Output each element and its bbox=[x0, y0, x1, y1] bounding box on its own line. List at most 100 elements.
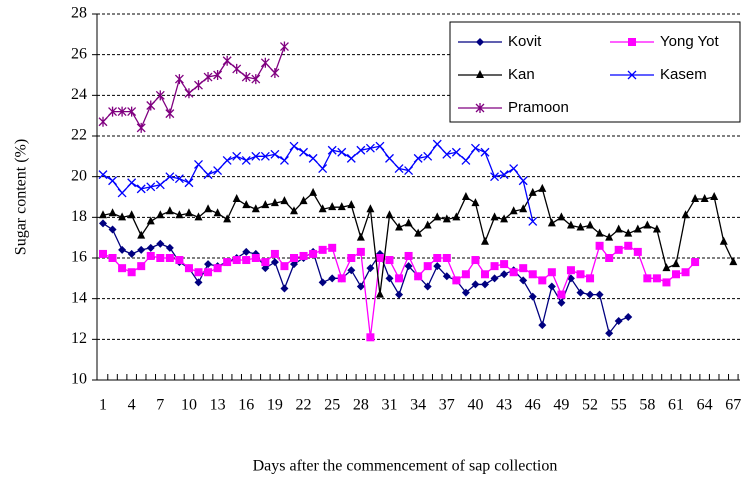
marker bbox=[729, 257, 738, 266]
marker bbox=[500, 214, 509, 223]
marker bbox=[471, 280, 480, 289]
marker bbox=[576, 222, 585, 231]
marker bbox=[490, 274, 499, 283]
marker bbox=[624, 312, 633, 321]
marker bbox=[366, 333, 375, 342]
marker bbox=[461, 270, 470, 279]
marker bbox=[146, 251, 155, 260]
marker bbox=[318, 278, 327, 287]
marker bbox=[223, 214, 232, 223]
marker bbox=[99, 219, 107, 228]
marker bbox=[309, 249, 318, 258]
marker bbox=[538, 321, 547, 330]
marker bbox=[156, 254, 165, 262]
marker bbox=[481, 236, 489, 245]
marker bbox=[475, 103, 485, 113]
marker bbox=[461, 288, 470, 297]
marker bbox=[165, 206, 174, 215]
legend-label: Pramoon bbox=[508, 99, 569, 116]
marker bbox=[509, 268, 518, 277]
y-tick-label: 12 bbox=[71, 330, 87, 347]
marker bbox=[566, 220, 575, 229]
marker bbox=[519, 264, 528, 273]
marker bbox=[605, 254, 614, 262]
marker bbox=[347, 266, 356, 275]
marker bbox=[652, 224, 661, 233]
marker bbox=[99, 210, 107, 219]
marker bbox=[108, 225, 117, 234]
marker bbox=[261, 200, 270, 209]
marker bbox=[280, 196, 289, 205]
legend: Kovit Yong Yot Kan Kasem Pramoon bbox=[449, 21, 741, 123]
marker bbox=[251, 204, 260, 213]
marker bbox=[395, 274, 404, 283]
marker bbox=[203, 72, 213, 83]
marker bbox=[194, 160, 203, 169]
marker bbox=[174, 174, 184, 184]
series-line bbox=[102, 46, 286, 130]
marker bbox=[127, 268, 136, 277]
marker bbox=[471, 256, 480, 265]
marker bbox=[566, 266, 575, 275]
marker bbox=[127, 178, 137, 188]
marker bbox=[442, 272, 451, 281]
y-tick-label: 20 bbox=[71, 167, 87, 184]
marker bbox=[404, 218, 413, 227]
marker bbox=[261, 258, 270, 267]
marker bbox=[471, 198, 480, 207]
marker bbox=[356, 232, 365, 241]
marker bbox=[490, 172, 500, 182]
marker bbox=[672, 270, 680, 279]
marker bbox=[395, 290, 404, 299]
marker bbox=[605, 232, 614, 241]
marker bbox=[627, 70, 637, 80]
marker bbox=[385, 210, 394, 219]
marker bbox=[476, 70, 484, 78]
marker bbox=[184, 264, 193, 273]
marker bbox=[223, 258, 232, 267]
marker bbox=[136, 184, 146, 194]
marker bbox=[290, 254, 298, 262]
marker bbox=[337, 202, 346, 211]
marker bbox=[270, 258, 279, 267]
marker bbox=[375, 289, 384, 298]
marker bbox=[108, 208, 117, 217]
marker bbox=[614, 317, 623, 326]
marker bbox=[108, 176, 118, 186]
marker bbox=[557, 298, 566, 307]
marker bbox=[490, 262, 499, 271]
marker bbox=[137, 262, 146, 271]
marker bbox=[318, 204, 327, 213]
marker bbox=[433, 262, 442, 271]
marker bbox=[241, 155, 251, 165]
marker bbox=[232, 63, 242, 74]
marker bbox=[356, 282, 365, 291]
marker bbox=[299, 196, 308, 205]
marker bbox=[500, 260, 509, 269]
marker bbox=[576, 288, 585, 297]
legend-label: Kasem bbox=[660, 66, 707, 83]
x-tick-label: 46 bbox=[525, 397, 541, 414]
marker bbox=[127, 249, 136, 258]
marker bbox=[118, 245, 127, 254]
marker bbox=[643, 220, 652, 229]
marker bbox=[547, 218, 556, 227]
x-tick-label: 67 bbox=[725, 397, 741, 414]
marker bbox=[432, 139, 442, 149]
marker bbox=[279, 155, 289, 165]
marker bbox=[442, 149, 452, 159]
marker bbox=[155, 180, 165, 190]
marker bbox=[557, 290, 566, 299]
marker bbox=[309, 187, 318, 196]
marker bbox=[595, 228, 604, 237]
x-tick-label: 31 bbox=[382, 397, 398, 414]
marker bbox=[213, 264, 222, 273]
marker bbox=[213, 166, 223, 176]
legend-label: Yong Yot bbox=[660, 33, 720, 50]
marker bbox=[547, 268, 556, 277]
marker bbox=[270, 149, 280, 159]
marker bbox=[328, 202, 337, 211]
marker bbox=[146, 243, 155, 252]
marker bbox=[423, 151, 433, 161]
marker bbox=[260, 151, 270, 161]
